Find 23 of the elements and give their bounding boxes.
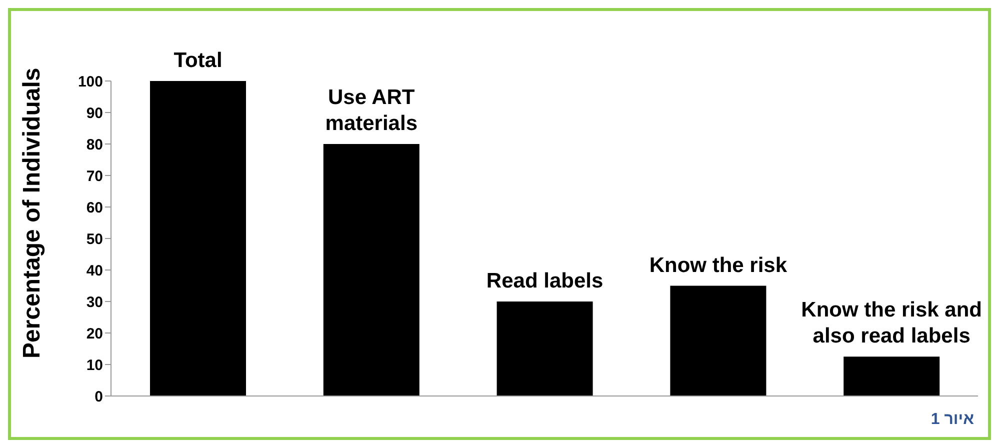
y-tick-label: 0 (94, 388, 103, 406)
y-tick-label: 60 (86, 199, 103, 216)
bar (496, 302, 593, 396)
y-axis-title: Percentage of Individuals (18, 68, 46, 358)
y-tick-label: 10 (86, 356, 103, 374)
y-tick-label: 80 (86, 136, 103, 154)
x-tick-label: Total (174, 49, 222, 72)
y-tick-label: 20 (86, 325, 103, 342)
y-tick-label: 90 (86, 104, 103, 122)
bar (150, 81, 246, 396)
x-tick-label: Know the risk (649, 254, 788, 277)
x-tick-label: Read labels (486, 270, 604, 292)
y-tick-label: 100 (78, 73, 103, 90)
y-tick-label: 40 (86, 262, 103, 280)
text: איור 1 (930, 411, 974, 429)
bar (844, 356, 940, 396)
y-tick-label: 70 (86, 168, 103, 185)
x-tick-label: Know the risk and also read labels (801, 298, 982, 348)
bar (670, 286, 766, 396)
x-tick-label: Use ART materials (325, 86, 418, 135)
y-tick-label: 50 (86, 230, 103, 248)
bar (323, 144, 420, 396)
y-tick-label: 30 (86, 294, 103, 311)
